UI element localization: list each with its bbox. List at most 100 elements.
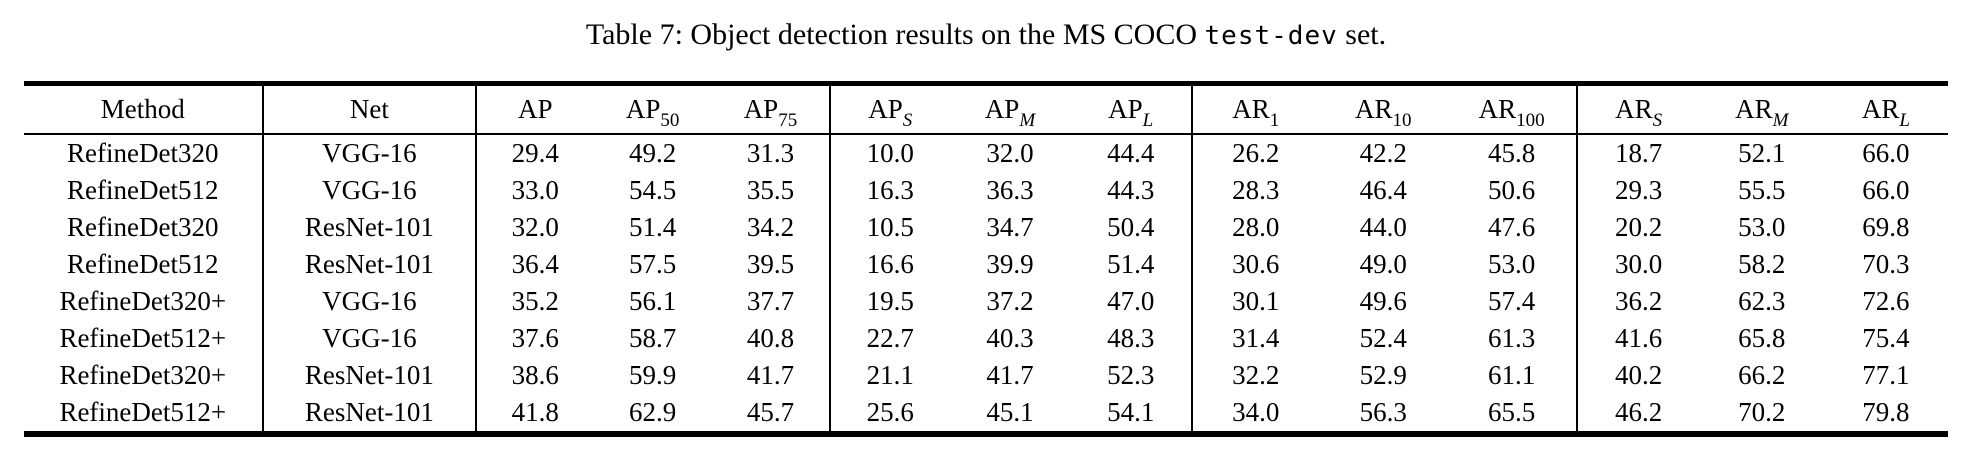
value-cell: 57.5 [629,249,677,279]
value-cell: 61.3 [1447,320,1578,357]
header-label: AP [1108,94,1143,124]
value-cell: 28.0 [1232,212,1280,242]
table-header: Method Net AP AP50 AP75 APS APM APL AR1 AR10 AR100… [24,83,1948,135]
value-cell: 29.4 [511,138,559,168]
value-cell: 66.2 [1738,360,1786,390]
value-cell: 61.1 [1447,357,1578,394]
header-label: Net [349,94,389,124]
value-cell: 75.4 [1862,323,1910,353]
value-cell: 37.6 [511,323,559,353]
table-row: RefineDet512+ VGG-16 37.6 58.7 40.8 22.7 40.3 4… [24,320,1948,357]
value-cell: 70.3 [1862,249,1910,279]
header-label: AP [868,94,903,124]
table-row: RefineDet320+ ResNet-101 38.6 59.9 41.7 21.1 4… [24,357,1948,394]
table-row: RefineDet320 VGG-16 29.4 49.2 31.3 10.0 32.0 44… [24,134,1948,172]
net-cell: VGG-16 [262,172,478,209]
value-cell: 45.1 [986,397,1034,427]
net-cell: VGG-16 [262,283,478,320]
header-label: AR [1615,94,1653,124]
header-subscript: L [1899,110,1910,132]
header-label: AR [1861,94,1900,124]
value-cell: 40.8 [711,320,832,357]
value-cell: 30.6 [1232,249,1280,279]
column-header-method: Method [24,83,264,135]
header-subscript: 75 [778,110,798,132]
value-cell: 44.4 [1070,134,1193,172]
table-row: RefineDet512 VGG-16 33.0 54.5 35.5 16.3 36.3 44… [24,172,1948,209]
value-cell: 50.6 [1447,172,1578,209]
value-cell: 72.6 [1862,286,1910,316]
value-cell: 16.3 [866,175,914,205]
value-cell: 30.1 [1232,286,1280,316]
value-cell: 31.3 [711,134,832,172]
column-header-net: Net [262,83,478,135]
value-cell: 28.3 [1232,175,1280,205]
net-cell: ResNet-101 [262,394,478,434]
value-cell: 22.7 [866,323,914,353]
value-cell: 41.8 [511,397,559,427]
value-cell: 65.5 [1447,394,1578,434]
column-header-apl: APL [1070,83,1193,135]
caption-code-text: test-dev [1204,21,1338,51]
value-cell: 46.2 [1615,397,1663,427]
table-row: RefineDet512+ ResNet-101 41.8 62.9 45.7 25.6 4… [24,394,1948,434]
header-subscript: 50 [660,110,680,132]
header-subscript: 10 [1392,110,1412,132]
value-cell: 65.8 [1738,323,1786,353]
net-cell: ResNet-101 [262,246,478,283]
header-label: AR [1232,94,1270,124]
header-subscript: S [902,110,913,132]
value-cell: 56.1 [629,286,677,316]
net-cell: VGG-16 [262,134,478,172]
value-cell: 70.2 [1738,397,1786,427]
value-cell: 54.1 [1070,394,1193,434]
value-cell: 44.0 [1359,212,1407,242]
value-cell: 10.0 [866,138,914,168]
method-cell: RefineDet512 [24,172,264,209]
value-cell: 53.0 [1738,212,1786,242]
value-cell: 40.3 [986,323,1034,353]
value-cell: 26.2 [1232,138,1280,168]
column-header-arl: ARL [1823,83,1948,135]
value-cell: 62.9 [629,397,677,427]
method-cell: RefineDet320+ [24,357,264,394]
column-header-ap75: AP75 [711,83,832,135]
method-cell: RefineDet320 [24,134,264,172]
value-cell: 47.0 [1070,283,1193,320]
value-cell: 69.8 [1862,212,1910,242]
value-cell: 50.4 [1070,209,1193,246]
method-cell: RefineDet320 [24,209,264,246]
header-label: Method [100,94,185,124]
value-cell: 52.9 [1359,360,1407,390]
header-label: AP [984,94,1020,124]
value-cell: 34.2 [711,209,832,246]
value-cell: 44.3 [1070,172,1193,209]
value-cell: 18.7 [1615,138,1663,168]
value-cell: 10.5 [866,212,914,242]
value-cell: 59.9 [629,360,677,390]
value-cell: 37.7 [711,283,832,320]
column-header-ars: ARS [1576,83,1700,135]
column-header-ar100: AR100 [1447,83,1578,135]
column-header-apm: APM [949,83,1071,135]
column-header-arm: ARM [1699,83,1824,135]
value-cell: 41.7 [711,357,832,394]
value-cell: 40.2 [1615,360,1663,390]
header-subscript: L [1142,110,1154,132]
value-cell: 38.6 [511,360,559,390]
value-cell: 52.4 [1359,323,1407,353]
value-cell: 16.6 [866,249,914,279]
value-cell: 32.0 [986,138,1034,168]
header-label: AP [625,94,661,124]
net-cell: ResNet-101 [262,357,478,394]
value-cell: 49.2 [629,138,677,168]
value-cell: 49.0 [1359,249,1407,279]
header-label: AP [518,94,553,124]
value-cell: 56.3 [1359,397,1407,427]
table-body: RefineDet320 VGG-16 29.4 49.2 31.3 10.0 32.0 44… [24,134,1948,434]
column-header-ap50: AP50 [593,83,712,135]
column-header-ap: AP [476,83,594,135]
value-cell: 20.2 [1615,212,1663,242]
header-label: AR [1735,94,1773,124]
value-cell: 39.9 [986,249,1034,279]
